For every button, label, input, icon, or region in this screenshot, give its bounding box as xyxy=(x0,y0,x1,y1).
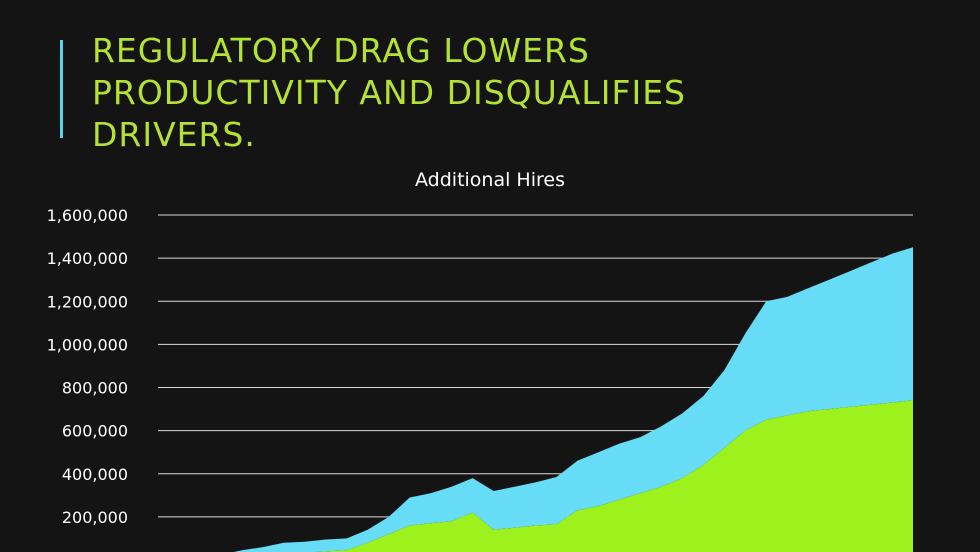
y-tick-label: 1,200,000 xyxy=(47,292,128,311)
y-tick-label: 1,400,000 xyxy=(47,249,128,268)
series-area-upper xyxy=(233,247,913,552)
title-accent-bar xyxy=(60,40,63,138)
series-area-lower xyxy=(314,400,913,552)
y-tick-label: 600,000 xyxy=(62,422,128,441)
y-tick-label: 1,000,000 xyxy=(47,335,128,354)
y-tick-label: 200,000 xyxy=(62,508,128,527)
y-tick-label: 800,000 xyxy=(62,379,128,398)
y-tick-label: 400,000 xyxy=(62,465,128,484)
y-tick-label: 1,600,000 xyxy=(47,206,128,225)
chart-title: Additional Hires xyxy=(415,169,565,191)
slide-title: REGULATORY DRAG LOWERS PRODUCTIVITY AND … xyxy=(92,31,686,154)
y-axis-tick-labels: 200,000 400,000 600,000 800,000 1,000,000 1,2… xyxy=(47,206,128,527)
area-series-layer xyxy=(233,247,913,552)
